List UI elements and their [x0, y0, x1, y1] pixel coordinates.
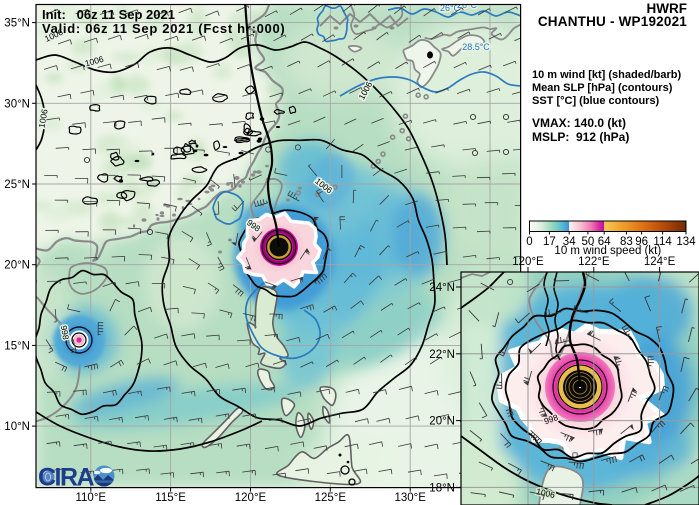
svg-text:26°C: 26°C — [457, 0, 478, 10]
svg-text:130°E: 130°E — [394, 492, 426, 504]
svg-text:122°E: 122°E — [578, 256, 610, 268]
svg-text:15°N: 15°N — [4, 340, 30, 352]
svg-text:120°E: 120°E — [235, 492, 267, 504]
svg-text:25°N: 25°N — [4, 179, 30, 191]
svg-text:CHANTHU - WP192021: CHANTHU - WP192021 — [538, 14, 687, 29]
svg-text:10 m wind speed (kt): 10 m wind speed (kt) — [554, 245, 661, 257]
svg-text:114: 114 — [653, 236, 672, 248]
svg-text:35°N: 35°N — [4, 18, 30, 30]
svg-text:VMAX: 140.0 (kt): VMAX: 140.0 (kt) — [532, 116, 626, 130]
svg-text:30°N: 30°N — [4, 98, 30, 110]
svg-text:34: 34 — [563, 236, 576, 248]
svg-text:24°N: 24°N — [429, 282, 455, 294]
svg-text:Valid: 06z 11 Sep 2021 (Fcst h: Valid: 06z 11 Sep 2021 (Fcst hr:000) — [42, 21, 285, 36]
svg-text:Init: 06z 11 Sep 2021: Init: 06z 11 Sep 2021 — [42, 7, 175, 22]
svg-text:CIRA: CIRA — [38, 464, 95, 492]
svg-text:18°N: 18°N — [429, 482, 455, 494]
svg-text:10°N: 10°N — [4, 421, 30, 433]
svg-text:20°N: 20°N — [4, 260, 30, 272]
svg-text:MSLP: 912 (hPa): MSLP: 912 (hPa) — [532, 130, 629, 144]
svg-text:0: 0 — [526, 236, 532, 248]
svg-text:125°E: 125°E — [315, 492, 347, 504]
svg-text:998: 998 — [59, 325, 71, 341]
svg-text:96: 96 — [635, 236, 648, 248]
svg-text:22°N: 22°N — [429, 349, 455, 361]
svg-text:28.5°C: 28.5°C — [462, 42, 490, 52]
svg-text:134: 134 — [676, 236, 696, 248]
svg-text:124°E: 124°E — [644, 256, 676, 268]
svg-text:83: 83 — [620, 236, 633, 248]
svg-text:64: 64 — [598, 236, 611, 248]
svg-text:115°E: 115°E — [155, 492, 186, 504]
svg-text:HWRF: HWRF — [647, 1, 688, 16]
svg-text:Mean SLP [hPa] (contours): Mean SLP [hPa] (contours) — [532, 82, 673, 94]
svg-text:17: 17 — [543, 236, 556, 248]
svg-text:26°C: 26°C — [440, 3, 461, 13]
svg-text:20°N: 20°N — [429, 416, 455, 428]
svg-text:SST [°C] (blue contours): SST [°C] (blue contours) — [532, 95, 660, 107]
svg-text:110°E: 110°E — [75, 492, 106, 504]
svg-text:50: 50 — [582, 236, 595, 248]
svg-text:10 m wind [kt] (shaded/barb): 10 m wind [kt] (shaded/barb) — [532, 69, 681, 81]
svg-text:120°E: 120°E — [512, 256, 544, 268]
